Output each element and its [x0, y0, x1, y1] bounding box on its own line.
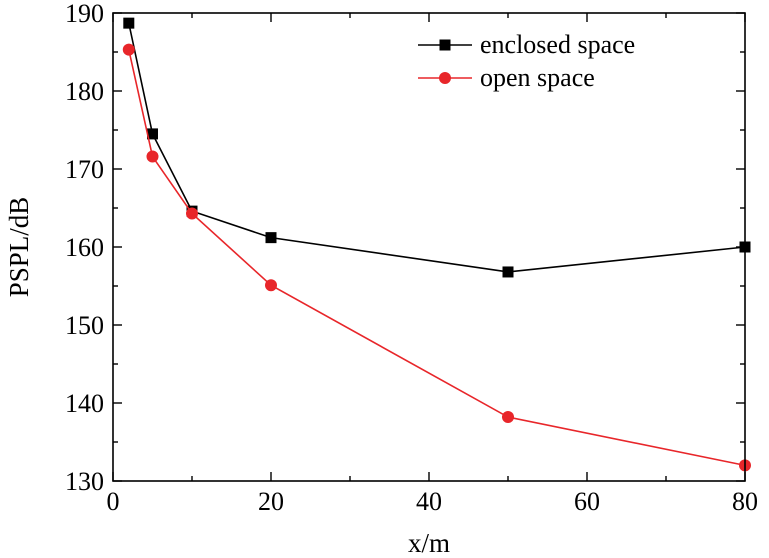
- y-tick-label: 130: [65, 467, 104, 496]
- data-point: [502, 411, 514, 424]
- data-point: [265, 279, 277, 292]
- data-point: [146, 150, 159, 163]
- legend-label-1: open space: [480, 63, 595, 92]
- y-tick-label: 180: [65, 77, 104, 106]
- x-tick-label: 80: [732, 487, 758, 516]
- y-tick-label: 140: [65, 389, 104, 418]
- data-point: [123, 17, 135, 29]
- x-axis-label: x/m: [408, 528, 450, 558]
- y-tick-label: 160: [65, 233, 104, 262]
- x-tick-label: 0: [107, 487, 120, 516]
- data-point: [147, 128, 158, 140]
- y-tick-label: 150: [65, 311, 104, 340]
- data-point: [265, 232, 277, 244]
- series-line-1: [128, 49, 746, 467]
- plot-frame: [112, 12, 746, 482]
- legend-label-0: enclosed space: [480, 30, 635, 59]
- axes-layer: 0 20 40 60 80 130 140 150 160 170 180 190: [65, 0, 758, 516]
- y-tick-label: 170: [65, 155, 104, 184]
- legend: enclosed space open space: [418, 30, 635, 92]
- data-point: [122, 43, 135, 56]
- y-axis-label: PSPL/dB: [4, 197, 34, 298]
- data-point: [502, 266, 514, 278]
- x-tick-label: 40: [416, 487, 442, 516]
- series-line-0: [128, 22, 746, 273]
- legend-marker-circle: [439, 72, 451, 84]
- y-tick-label: 190: [65, 0, 104, 28]
- series-layer: [122, 17, 751, 472]
- legend-marker-square: [439, 39, 451, 51]
- data-point: [186, 207, 198, 220]
- x-tick-label: 60: [574, 487, 600, 516]
- x-tick-label: 20: [258, 487, 284, 516]
